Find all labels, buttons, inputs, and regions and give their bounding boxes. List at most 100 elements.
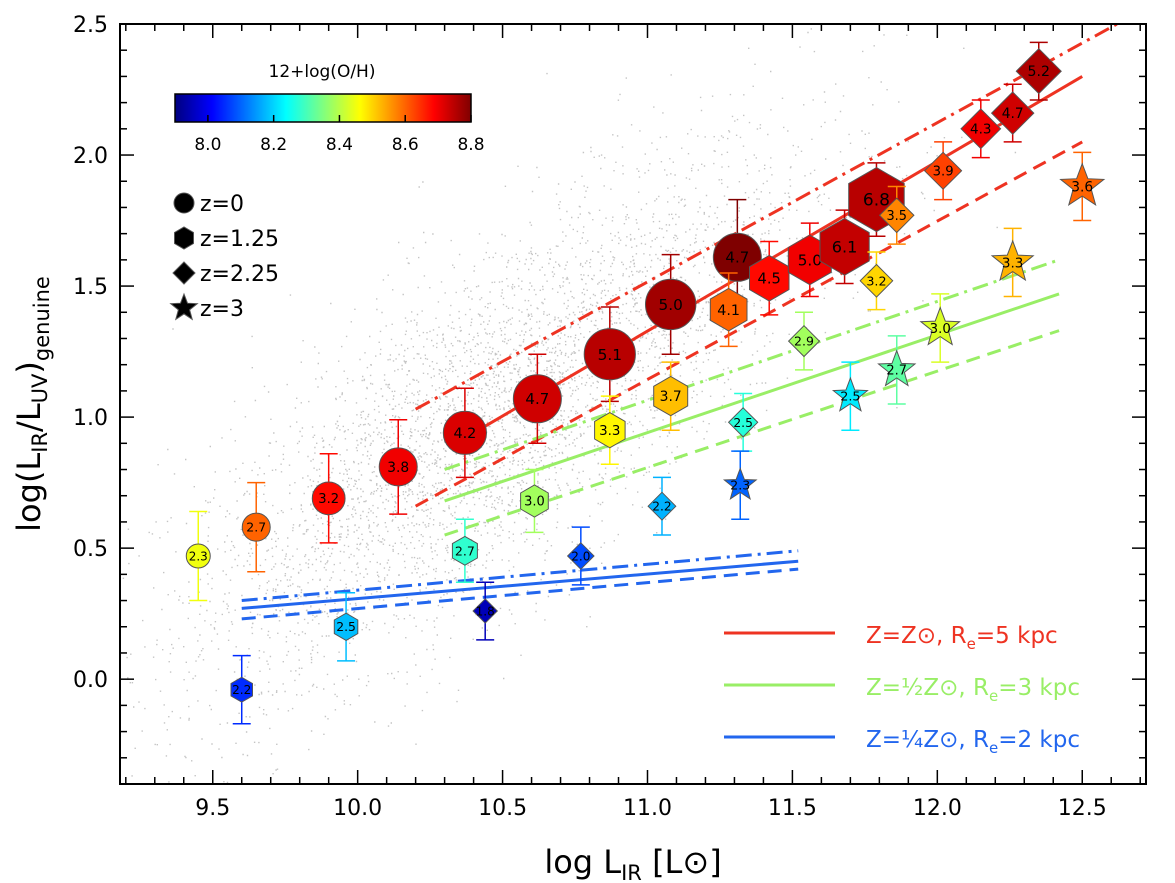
data-label: 3.0: [524, 495, 545, 510]
series-z=1.25: 2.2 2.5 2.7 3.0 3.3 3.7 4.1 4.5 5.0 6.1 6.8: [230, 162, 905, 725]
y-axis-label: log(LIR/LUV)genuine: [10, 276, 54, 532]
data-point-star: [919, 306, 961, 346]
line-legend: Z=Z⊙, Re=5 kpc Z=½Z⊙, Re=3 kpc Z=¼Z⊙, Re=2…: [724, 623, 1080, 757]
data-point-hexagon: [709, 287, 748, 332]
data-point-star: [1059, 162, 1106, 207]
data-label: 2.2: [232, 683, 251, 697]
data-label: 2.7: [455, 543, 475, 558]
legend-marker-hexagon: [174, 226, 194, 250]
data-point-hexagon: [230, 676, 253, 703]
data-point-circle: [185, 543, 211, 569]
axis-ticks: 9.5 10.0 10.5 11.0 11.5 12.0 12.5 0.0 0.5 1.0 1.5 2…: [73, 13, 1146, 821]
data-label: 4.3: [970, 122, 991, 138]
data-label: 5.1: [598, 346, 622, 364]
colorbar-tick-label: 8.8: [457, 135, 484, 155]
legend-marker-diamond: [172, 261, 196, 285]
data-label: 3.3: [1002, 255, 1023, 271]
legend-marker-label: z=1.25: [200, 227, 279, 252]
data-point-diamond: [727, 407, 759, 438]
data-label: 2.7: [246, 520, 266, 535]
data-point-star: [877, 349, 917, 387]
data-label: 2.5: [733, 416, 753, 430]
data-point-diamond: [960, 108, 1002, 150]
legend-line-label: Z=Z⊙, Re=5 kpc: [866, 623, 1058, 653]
data-label: 6.1: [832, 238, 858, 257]
data-label: 3.0: [930, 322, 951, 337]
data-point-star: [831, 376, 869, 412]
data-label: 2.3: [189, 549, 208, 563]
model-lines: [241, 24, 1118, 621]
model-line-dash: [241, 567, 799, 621]
data-label: 2.7: [886, 364, 907, 379]
series-z=0: 2.3 2.7 3.2 3.8 4.2 4.7 5.1 5.0 4.7: [185, 198, 762, 602]
x-tick-label: 10.5: [478, 796, 527, 821]
model-line-dash: [414, 140, 1083, 508]
colorbar-tick-label: 8.2: [260, 135, 287, 155]
x-tick-label: 11.5: [768, 796, 817, 821]
data-label: 2.0: [571, 549, 590, 563]
data-label: 2.2: [652, 500, 671, 514]
colorbar-tick-label: 8.4: [326, 135, 353, 155]
data-label: 3.8: [387, 460, 409, 476]
data-point-circle: [241, 512, 271, 542]
x-axis-label: log LIR [L⊙]: [544, 843, 721, 883]
legend-marker-label: z=0: [200, 192, 244, 217]
x-tick-label: 11.0: [623, 796, 672, 821]
model-line-dash: [444, 329, 1060, 537]
data-label: 2.9: [794, 334, 814, 349]
data-point-circle: [512, 374, 562, 424]
y-tick-label: 2.0: [73, 144, 108, 169]
data-label: 5.2: [1028, 64, 1050, 80]
data-point-hexagon: [594, 412, 626, 449]
data-label: 5.0: [659, 296, 683, 314]
legend-marker-star: [169, 292, 199, 321]
colorbar: 12+log(O/H) 8.0 8.2 8.4 8.6 8.8: [174, 62, 485, 155]
data-points: 2.3 2.7 3.2 3.8 4.2 4.7 5.1 5.0 4.7 2.2 2.5 2.7 3.0 3…: [185, 41, 1106, 725]
data-point-diamond: [990, 91, 1035, 135]
data-point-diamond: [859, 263, 894, 298]
data-point-diamond: [566, 542, 595, 570]
data-point-diamond: [923, 151, 963, 190]
data-label: 4.7: [525, 390, 549, 408]
y-tick-label: 0.0: [73, 668, 108, 693]
data-label: 1.8: [476, 604, 495, 618]
model-line-dashdot: [444, 258, 1060, 471]
data-point-diamond: [787, 324, 821, 358]
data-label: 6.8: [863, 191, 890, 211]
colorbar-tick-label: 8.6: [392, 135, 419, 155]
colorbar-tick-label: 8.0: [194, 135, 221, 155]
data-point-diamond: [878, 197, 915, 234]
data-point-hexagon: [451, 535, 478, 566]
plot-frame: [119, 23, 1147, 785]
data-label: 4.5: [758, 270, 781, 287]
legend-marker-circle: [173, 192, 195, 214]
data-label: 2.5: [336, 619, 356, 634]
x-tick-label: 9.5: [195, 796, 230, 821]
legend-line-label: Z=¼Z⊙, Re=2 kpc: [866, 727, 1080, 757]
data-label: 3.5: [886, 209, 907, 224]
legend-marker-label: z=3: [200, 297, 244, 322]
data-label: 3.6: [1071, 179, 1093, 195]
data-label: 4.7: [1002, 106, 1024, 122]
y-tick-label: 1.5: [73, 275, 108, 300]
data-label: 3.2: [866, 273, 886, 288]
model-line-solid: [241, 559, 799, 610]
model-line-dashdot: [414, 24, 1118, 411]
data-label: 3.2: [318, 492, 339, 507]
data-point-hexagon: [819, 217, 870, 276]
x-tick-label: 10.0: [333, 796, 382, 821]
data-point-star: [722, 466, 758, 500]
data-point-hexagon: [653, 375, 689, 417]
model-line-dashdot: [241, 549, 799, 603]
data-point-diamond: [647, 491, 677, 521]
data-point-diamond: [1015, 47, 1062, 95]
data-point-circle: [378, 447, 418, 487]
data-point-circle: [583, 328, 636, 381]
data-label: 3.7: [660, 389, 682, 405]
data-label: 4.1: [717, 303, 740, 319]
data-point-circle: [311, 481, 346, 516]
data-label: 2.3: [730, 478, 750, 493]
series-z=3: 2.3 2.5 2.7 3.0 3.3 3.6: [722, 151, 1106, 521]
colorbar-title: 12+log(O/H): [269, 62, 376, 82]
data-point-circle: [644, 278, 697, 331]
